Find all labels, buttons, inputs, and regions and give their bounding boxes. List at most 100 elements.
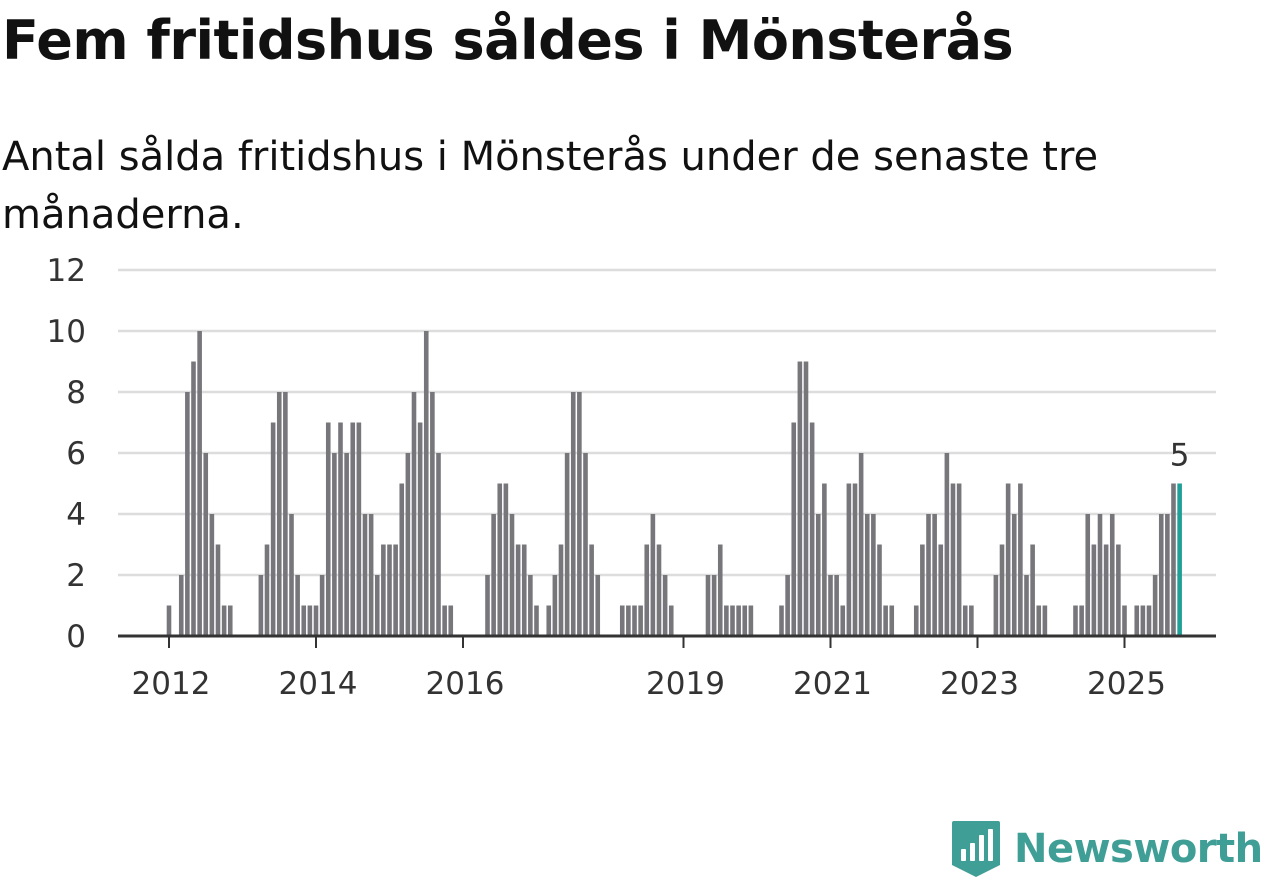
bar (374, 575, 380, 636)
bar (724, 605, 729, 636)
bar (950, 483, 956, 636)
bar (338, 422, 343, 636)
bar (411, 392, 417, 636)
bar-highlight (1177, 483, 1182, 636)
bar (362, 514, 368, 636)
bar (913, 605, 919, 636)
bar (1011, 514, 1017, 636)
bar (1122, 605, 1127, 636)
x-tick-label: 2023 (940, 666, 1019, 702)
bar (791, 422, 797, 636)
bar (1073, 605, 1078, 636)
bar (209, 514, 215, 636)
bar (1097, 514, 1103, 636)
bar (197, 331, 202, 636)
bar (748, 605, 754, 636)
bar (546, 605, 552, 636)
bar (430, 392, 435, 636)
bar (926, 514, 931, 636)
bar (515, 544, 521, 636)
bar (1152, 575, 1158, 636)
bar (221, 605, 227, 636)
bar (1140, 605, 1146, 636)
bar (270, 422, 276, 636)
bar (656, 544, 662, 636)
x-axis: 2012 2014 2016 2019 2021 2023 2025 (118, 634, 1216, 702)
chart-subtitle: Antal sålda fritidshus i Mönsterås under… (2, 134, 1099, 238)
bar (521, 544, 527, 636)
bar (969, 605, 974, 636)
bar (920, 544, 925, 636)
bar (577, 392, 582, 636)
x-tick-label: 2025 (1087, 666, 1166, 702)
bar (595, 575, 601, 636)
bar (166, 605, 172, 636)
bar (1103, 544, 1109, 636)
bar (840, 605, 846, 636)
bar-chart: 0 2 4 6 8 10 12 2012 2014 2016 2019 2021 2023 2025 5 (47, 253, 1216, 702)
bar (889, 605, 895, 636)
bar (1171, 483, 1176, 636)
annotation-halo (1173, 439, 1186, 480)
bar (332, 453, 337, 636)
y-tick-label: 4 (66, 497, 86, 533)
bar (276, 392, 282, 636)
bar (387, 544, 392, 636)
bar (417, 422, 423, 636)
y-tick-label: 2 (66, 558, 86, 594)
bar (227, 605, 233, 636)
bar (632, 605, 637, 636)
bar (258, 575, 264, 636)
bar (570, 392, 576, 636)
bar (1134, 605, 1140, 636)
bar (405, 453, 411, 636)
bar (381, 544, 386, 636)
bar (1146, 605, 1152, 636)
bar (742, 605, 748, 636)
y-tick-label: 10 (47, 314, 86, 350)
bar (185, 392, 190, 636)
bar (650, 514, 656, 636)
bar (393, 544, 398, 636)
bar (1079, 605, 1084, 636)
bar (662, 575, 668, 636)
bar (215, 544, 221, 636)
bar (1085, 514, 1091, 636)
bar (497, 483, 503, 636)
x-tick-label: 2016 (426, 666, 505, 702)
y-tick-label: 8 (66, 375, 86, 411)
bar (283, 392, 288, 636)
bar (178, 575, 184, 636)
bar (503, 483, 509, 636)
bar (1030, 544, 1035, 636)
chart-title: Fem fritidshus såldes i Mönsterås (2, 9, 1014, 72)
bar (534, 605, 539, 636)
y-tick-label: 12 (47, 253, 86, 289)
gridlines (118, 268, 1216, 577)
bar (528, 575, 533, 636)
bar (785, 575, 790, 636)
bar (344, 453, 349, 636)
bar (1024, 575, 1029, 636)
bar (705, 575, 711, 636)
bar (993, 575, 999, 636)
bar (668, 605, 674, 636)
bar (1018, 483, 1023, 636)
bar (436, 453, 441, 636)
highlight-value-label: 5 (1170, 438, 1190, 474)
bar (1109, 514, 1115, 636)
bar (717, 544, 723, 636)
bar (638, 605, 643, 636)
bar (356, 422, 362, 636)
bar (301, 605, 307, 636)
bar (809, 422, 815, 636)
bar (558, 544, 564, 636)
bar (938, 544, 944, 636)
bar (852, 483, 858, 636)
bar (932, 514, 937, 636)
bar (552, 575, 558, 636)
bar (644, 544, 650, 636)
bar (877, 544, 882, 636)
bar (442, 605, 447, 636)
bar (313, 605, 319, 636)
